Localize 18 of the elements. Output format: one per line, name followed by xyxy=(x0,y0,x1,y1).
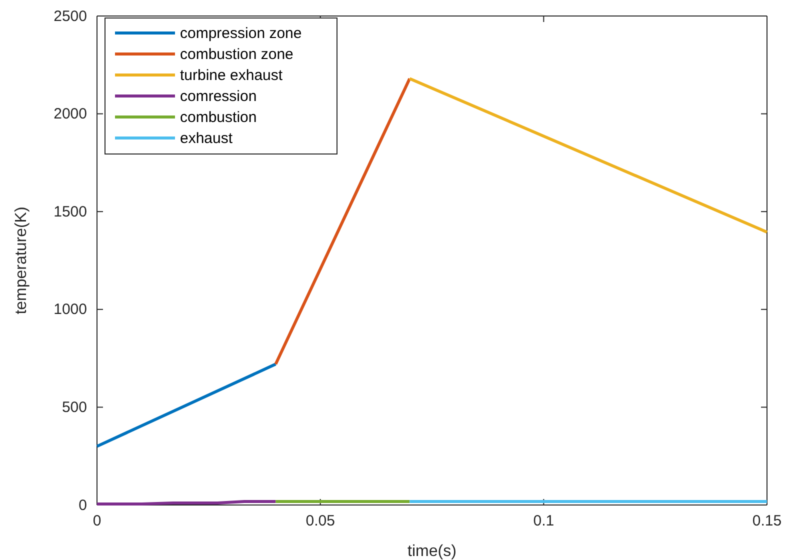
x-axis-title: time(s) xyxy=(408,543,456,560)
y-tick-label: 0 xyxy=(78,496,87,514)
x-tick-label: 0 xyxy=(92,512,102,530)
legend-label: comression xyxy=(180,88,257,105)
x-tick-label: 0.05 xyxy=(306,512,335,530)
y-tick-label: 2500 xyxy=(54,8,87,25)
y-tick-label: 2000 xyxy=(54,106,87,123)
y-tick-label: 1500 xyxy=(54,203,87,220)
legend-label: turbine exhaust xyxy=(180,67,284,84)
legend-label: compression zone xyxy=(180,25,302,42)
y-axis-title: temperature(K) xyxy=(13,206,30,314)
legend-label: exhaust xyxy=(180,130,234,147)
x-tick-label: 0.15 xyxy=(752,512,782,530)
legend-label: combustion xyxy=(180,109,257,126)
y-tick-label: 1000 xyxy=(54,301,87,318)
y-tick-label: 500 xyxy=(62,399,87,416)
legend-label: combustion zone xyxy=(180,46,294,63)
x-tick-label: 0.1 xyxy=(533,512,554,530)
